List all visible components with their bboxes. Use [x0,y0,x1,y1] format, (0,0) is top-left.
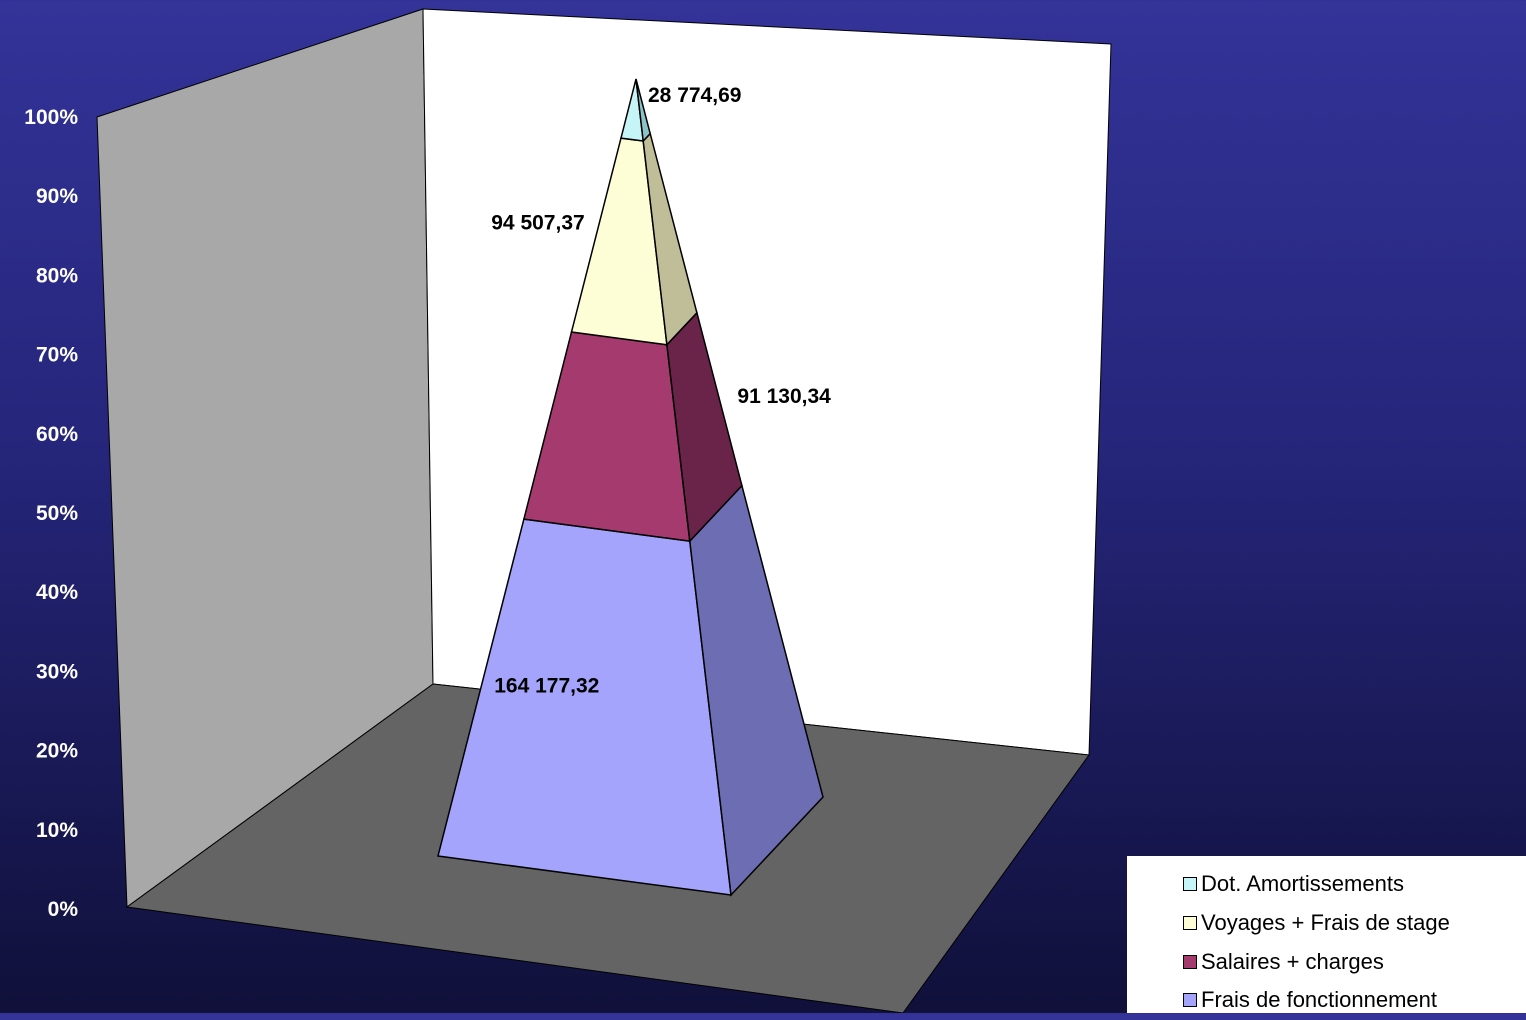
data-label: 28 774,69 [648,84,741,107]
y-axis: 0% 10% 20% 30% 40% 50% 60% 70% 80% 90% 100% [24,106,78,921]
y-tick-label: 50% [36,502,78,525]
legend-label: Dot. Amortissements [1201,871,1404,897]
legend-item: Frais de fonctionnement [1183,981,1526,1020]
y-tick-label: 70% [36,344,78,367]
data-label: 164 177,32 [494,675,599,698]
legend-swatch [1183,993,1197,1008]
legend-item: Dot. Amortissements [1183,865,1526,904]
y-tick-label: 60% [36,423,78,446]
y-tick-label: 40% [36,581,78,604]
pyramid [437,78,824,897]
y-tick-label: 0% [48,898,79,921]
legend: Dot. Amortissements Voyages + Frais de st… [1127,856,1526,1013]
y-tick-label: 80% [36,264,78,287]
y-tick-label: 100% [24,106,78,129]
legend-swatch [1183,877,1197,892]
legend-label: Frais de fonctionnement [1201,987,1438,1013]
legend-swatch [1183,916,1197,931]
y-tick-label: 30% [36,660,78,683]
y-tick-label: 90% [36,185,78,208]
data-labels: 164 177,32 91 130,34 94 507,37 28 774,69 [491,84,831,698]
legend-label: Salaires + charges [1201,948,1384,974]
data-label: 94 507,37 [491,211,584,234]
legend-item: Salaires + charges [1183,942,1526,981]
y-tick-label: 10% [36,819,78,842]
data-label: 91 130,34 [737,385,831,408]
legend-label: Voyages + Frais de stage [1201,910,1450,936]
y-tick-label: 20% [36,740,78,763]
legend-item: Voyages + Frais de stage [1183,904,1526,943]
pyramid-side-dot-amortissements [635,78,652,143]
legend-swatch [1183,954,1197,969]
